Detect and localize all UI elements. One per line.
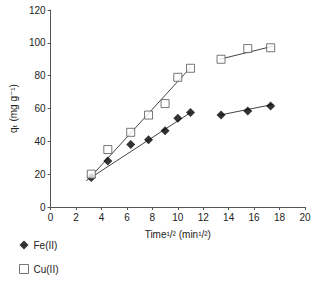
svg-text:40: 40: [34, 136, 46, 147]
svg-text:18: 18: [274, 212, 286, 223]
svg-text:0: 0: [40, 202, 46, 213]
svg-text:6: 6: [124, 212, 130, 223]
svg-text:0: 0: [48, 212, 54, 223]
svg-text:120: 120: [29, 5, 46, 16]
svg-text:60: 60: [34, 103, 46, 114]
svg-text:Cu(II): Cu(II): [34, 264, 59, 275]
svg-text:2: 2: [73, 212, 79, 223]
svg-text:Fe(II): Fe(II): [34, 240, 58, 251]
svg-text:100: 100: [29, 37, 46, 48]
svg-text:20: 20: [299, 212, 311, 223]
svg-text:qₜ (mg g⁻¹): qₜ (mg g⁻¹): [8, 84, 19, 133]
svg-text:20: 20: [34, 169, 46, 180]
svg-text:16: 16: [249, 212, 261, 223]
svg-text:14: 14: [223, 212, 235, 223]
svg-text:80: 80: [34, 70, 46, 81]
svg-text:8: 8: [150, 212, 156, 223]
svg-text:4: 4: [99, 212, 105, 223]
svg-text:10: 10: [172, 212, 184, 223]
svg-text:Time¹/² (min¹/²): Time¹/² (min¹/²): [145, 229, 211, 240]
svg-text:12: 12: [198, 212, 210, 223]
